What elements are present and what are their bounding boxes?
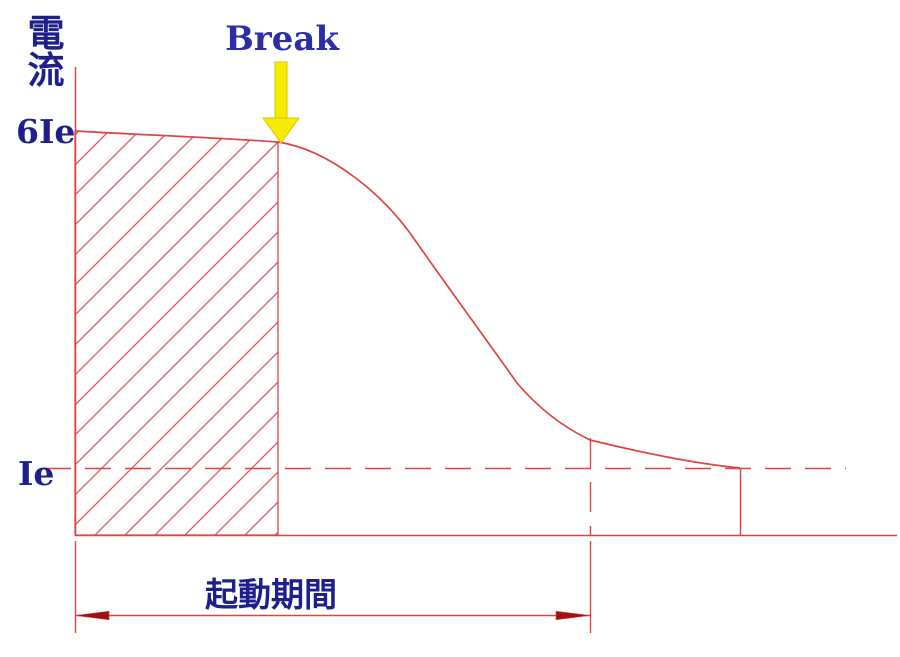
y-axis-title-char-1: 電 (28, 11, 65, 55)
y-tick-ie-label: Ie (18, 454, 54, 493)
break-arrow-head-icon (262, 117, 300, 144)
break-arrow-shaft-icon (274, 61, 288, 120)
y-axis-title-char-2: 流 (28, 48, 65, 92)
start-period-label: 起動期間 (205, 575, 337, 614)
starting-current-curve (74, 130, 741, 469)
dimension-arrowhead-left-icon (74, 610, 110, 621)
y-tick-6ie-label: 6Ie (16, 112, 75, 151)
dimension-arrowhead-right-icon (555, 610, 591, 621)
hatched-start-area (74, 130, 279, 536)
break-annotation-label: Break (225, 19, 340, 59)
